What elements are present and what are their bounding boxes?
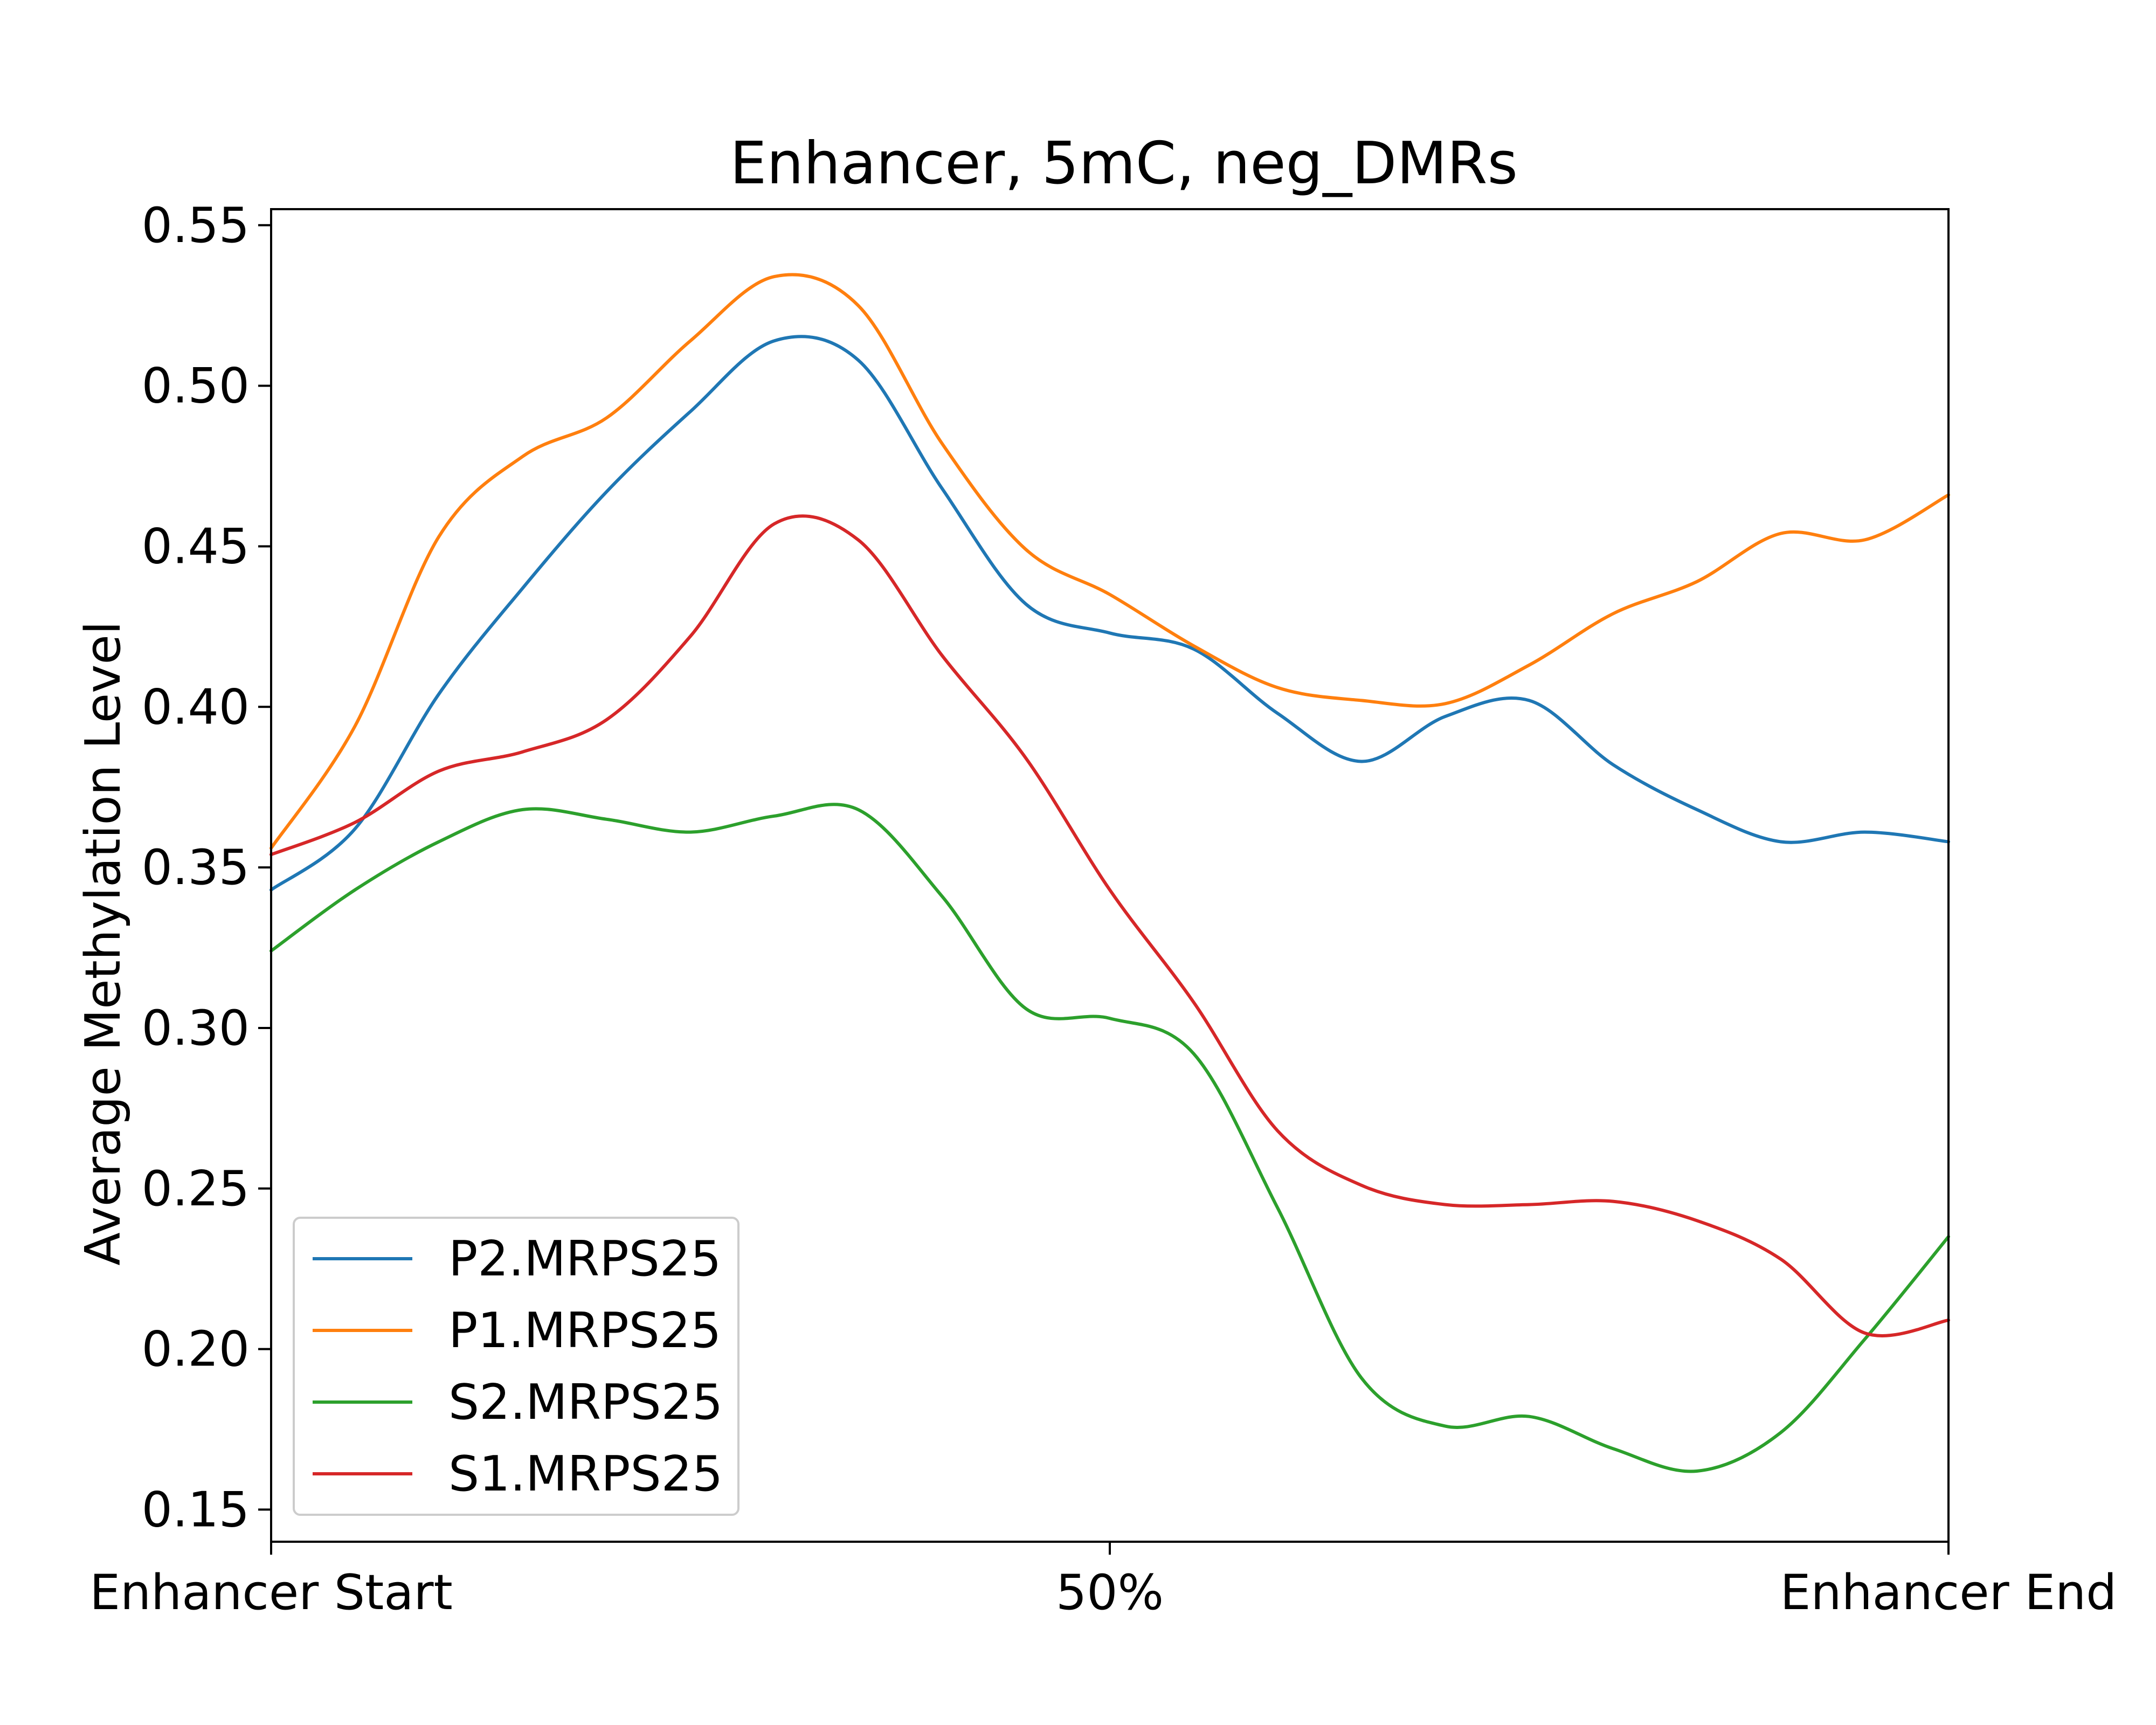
y-tick-label: 0.15 [142, 1481, 250, 1538]
y-tick-label: 0.20 [142, 1321, 250, 1378]
series-line-p1-mrps25 [270, 273, 1950, 850]
legend-label: S2.MRPS25 [448, 1374, 723, 1431]
series-line-s1-mrps25 [270, 514, 1950, 1337]
y-tick-label: 0.25 [142, 1161, 250, 1217]
y-tick-label: 0.50 [142, 358, 250, 415]
y-tick-label: 0.55 [142, 197, 250, 254]
y-tick-label: 0.30 [142, 1000, 250, 1057]
x-tick-label: Enhancer End [1780, 1564, 2117, 1621]
series-line-p2-mrps25 [270, 335, 1950, 892]
x-tick-label: Enhancer Start [89, 1564, 452, 1621]
plot-frame [270, 208, 1950, 1543]
legend-label: S1.MRPS25 [448, 1446, 723, 1502]
legend-entry: P2.MRPS25 [313, 1231, 721, 1287]
chart-title: Enhancer, 5mC, neg_DMRs [730, 130, 1518, 197]
legend-box [293, 1217, 740, 1516]
x-tick-label: 50% [1056, 1564, 1164, 1621]
y-tick-label: 0.35 [142, 839, 250, 896]
series-line-s2-mrps25 [270, 803, 1950, 1473]
legend-label: P2.MRPS25 [448, 1231, 721, 1287]
legend-entry: S2.MRPS25 [313, 1374, 723, 1431]
y-axis-label: Average Methylation Level [75, 621, 132, 1266]
legend-label: P1.MRPS25 [448, 1302, 721, 1359]
y-tick-label: 0.40 [142, 679, 250, 735]
legend-entry: S1.MRPS25 [313, 1446, 723, 1502]
y-tick-label: 0.45 [142, 518, 250, 575]
series-layer [270, 273, 1950, 1473]
legend-entry: P1.MRPS25 [313, 1302, 721, 1359]
tick-layer: 0.15 0.20 0.25 0.30 0.35 0.40 0.45 0.50 0.55 Enha… [89, 197, 2117, 1621]
legend: P2.MRPS25 P1.MRPS25 S2.MRPS25 S1.MRPS25 [293, 1217, 740, 1516]
